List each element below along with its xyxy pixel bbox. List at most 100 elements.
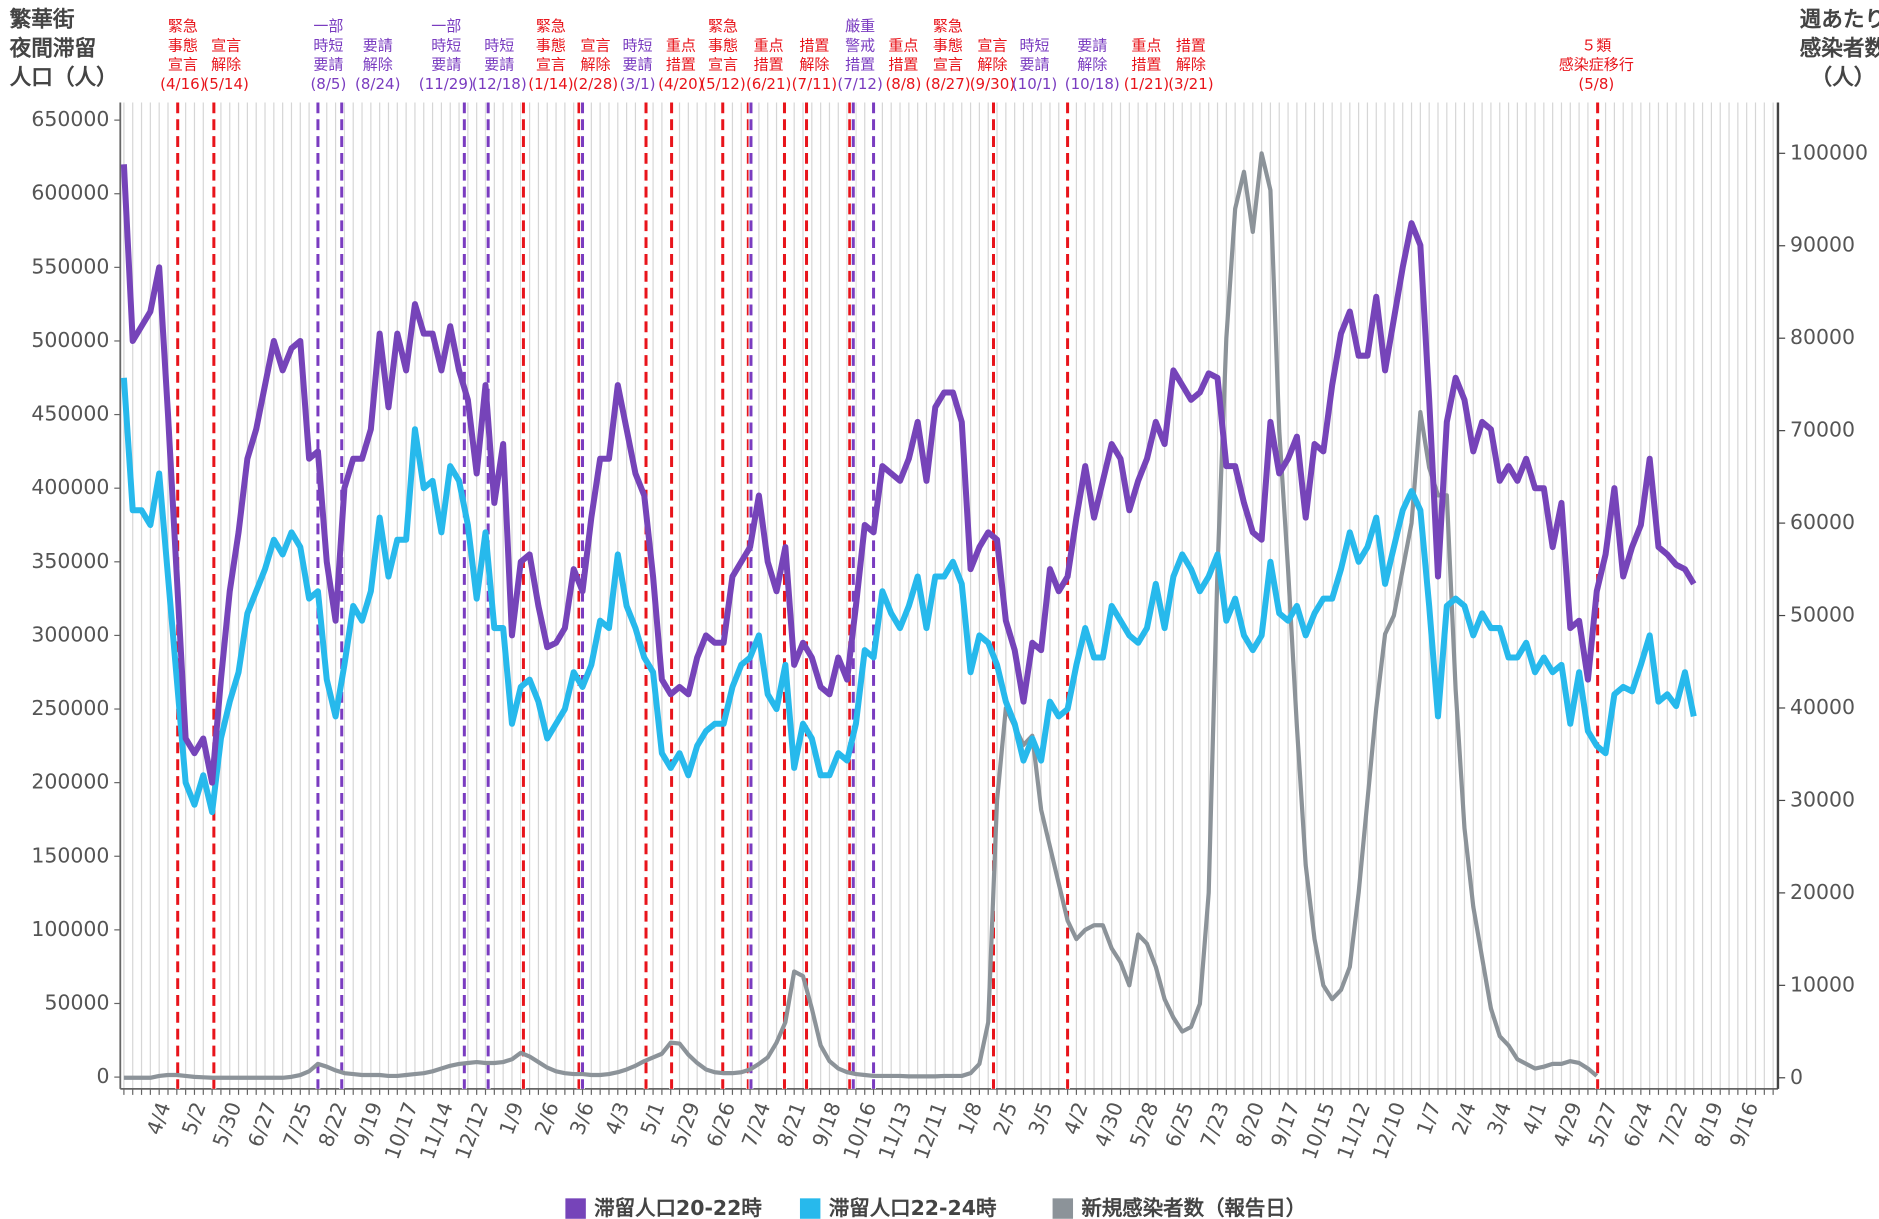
event-date: (3/21) <box>1168 75 1213 93</box>
event-label: 宣言 <box>536 56 566 74</box>
x-tick-label: 1/7 <box>1412 1099 1446 1138</box>
legend-label: 滞留人口20-22時 <box>594 1196 762 1219</box>
series-line <box>123 151 1599 1080</box>
event-label: 一部 <box>431 17 461 35</box>
event-label: 時短 <box>623 36 653 54</box>
event-label: ５類 <box>1581 36 1611 54</box>
event-label: 要請 <box>1020 56 1050 74</box>
event-date: (7/11) <box>792 75 837 93</box>
y-axis-title: 人口（人） <box>10 65 118 90</box>
y-tick-label: 0 <box>96 1064 109 1088</box>
event-date: (10/1) <box>1012 75 1057 93</box>
event-label: 厳重 <box>845 17 875 35</box>
event-label: 解除 <box>977 56 1007 74</box>
x-tick-label: 5/1 <box>636 1099 670 1138</box>
y-tick-label: 250000 <box>31 696 109 720</box>
x-tick-label: 9/16 <box>1725 1099 1763 1150</box>
y2-tick-label: 40000 <box>1790 695 1855 719</box>
event-label: 緊急 <box>168 17 198 35</box>
y2-tick-label: 0 <box>1790 1065 1803 1089</box>
x-tick-label: 5/27 <box>1584 1099 1622 1150</box>
event-label: 重点 <box>666 36 696 54</box>
y-tick-label: 400000 <box>31 475 109 499</box>
x-tick-label: 5/2 <box>177 1099 211 1138</box>
event-date: (6/21) <box>746 75 791 93</box>
event-label: 措置 <box>799 36 829 54</box>
event-label: 事態 <box>536 36 566 54</box>
x-tick-label: 6/25 <box>1160 1099 1198 1150</box>
event-label: 措置 <box>888 56 918 74</box>
y2-axis-title: （人） <box>1810 65 1875 90</box>
y2-tick-label: 70000 <box>1790 418 1855 442</box>
x-tick-label: 3/6 <box>565 1099 599 1138</box>
x-tick-label: 7/22 <box>1654 1099 1692 1150</box>
event-label: 事態 <box>933 36 963 54</box>
event-date: (4/20) <box>658 75 703 93</box>
x-tick-label: 6/26 <box>702 1099 740 1150</box>
event-label: 宣言 <box>933 56 963 74</box>
x-tick-label: 5/29 <box>666 1099 704 1150</box>
event-label: 緊急 <box>933 17 963 35</box>
x-tick-label: 2/4 <box>1447 1099 1481 1138</box>
event-label: 事態 <box>708 36 738 54</box>
x-tick-label: 8/19 <box>1690 1099 1728 1150</box>
legend-swatch <box>565 1198 586 1219</box>
event-label: 措置 <box>845 56 875 74</box>
event-label: 時短 <box>313 36 343 54</box>
series-line <box>120 377 1697 816</box>
x-tick-label: 4/29 <box>1548 1099 1586 1150</box>
x-tick-label: 4/4 <box>142 1099 176 1138</box>
x-tick-label: 6/27 <box>243 1099 281 1150</box>
event-label: 解除 <box>211 56 241 74</box>
x-tick-label: 1/8 <box>953 1099 987 1138</box>
event-label: 措置 <box>1131 56 1161 74</box>
event-label: 措置 <box>1176 36 1206 54</box>
event-date: (12/18) <box>472 75 527 93</box>
event-label: 感染症移行 <box>1559 56 1634 74</box>
y-tick-label: 150000 <box>31 843 109 867</box>
event-date: (10/18) <box>1065 75 1120 93</box>
event-label: 宣言 <box>168 56 198 74</box>
x-tick-label: 3/4 <box>1482 1099 1516 1138</box>
event-date: (7/12) <box>837 75 882 93</box>
y2-tick-label: 30000 <box>1790 787 1855 811</box>
event-label: 緊急 <box>708 17 738 35</box>
legend-swatch <box>1052 1198 1074 1219</box>
x-tick-label: 7/23 <box>1196 1099 1234 1150</box>
x-tick-label: 8/22 <box>314 1099 352 1150</box>
y-tick-label: 50000 <box>44 990 109 1014</box>
x-tick-label: 3/5 <box>1024 1099 1058 1138</box>
event-label: 措置 <box>754 56 784 74</box>
event-date: (2/28) <box>573 75 618 93</box>
y-tick-label: 500000 <box>31 328 109 352</box>
y2-axis-title: 感染者数 <box>1800 36 1879 62</box>
event-date: (8/5) <box>310 75 346 93</box>
event-label: 解除 <box>363 56 393 74</box>
event-label: 要請 <box>1077 36 1107 54</box>
x-tick-label: 9/19 <box>349 1099 387 1150</box>
event-label: 重点 <box>888 36 918 54</box>
event-label: 時短 <box>431 36 461 54</box>
y-tick-label: 300000 <box>31 622 109 646</box>
x-tick-label: 9/18 <box>808 1099 846 1150</box>
y2-tick-label: 90000 <box>1790 233 1855 257</box>
event-label: 宣言 <box>977 36 1007 54</box>
event-label: 時短 <box>484 36 514 54</box>
x-tick-label: 2/6 <box>530 1099 564 1138</box>
event-date: (3/1) <box>620 75 656 93</box>
y-tick-label: 650000 <box>31 107 109 131</box>
event-label: 要請 <box>431 56 461 74</box>
event-date: (8/27) <box>925 75 970 93</box>
event-date: (1/21) <box>1124 75 1169 93</box>
event-label: 宣言 <box>211 36 241 54</box>
x-tick-label: 4/1 <box>1518 1099 1552 1138</box>
event-label: 要請 <box>313 56 343 74</box>
event-date: (5/12) <box>700 75 745 93</box>
event-label: 宣言 <box>580 36 610 54</box>
event-date: (1/14) <box>528 75 573 93</box>
event-date: (8/24) <box>355 75 400 93</box>
x-tick-label: 4/2 <box>1059 1099 1093 1138</box>
y2-tick-label: 10000 <box>1790 972 1855 996</box>
event-label: 重点 <box>1131 36 1161 54</box>
